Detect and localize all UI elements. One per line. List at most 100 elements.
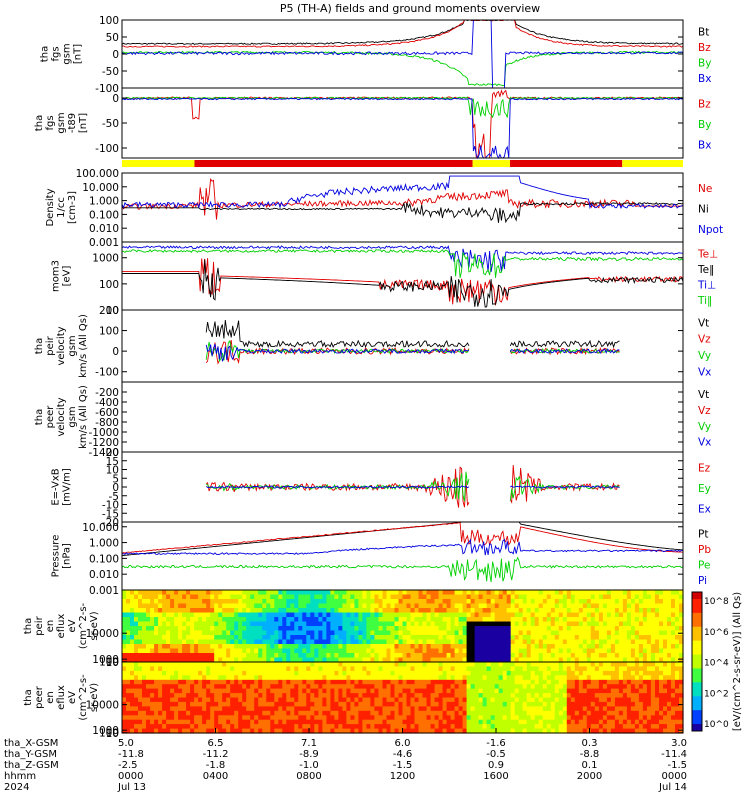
heatmap-cell xyxy=(442,594,448,600)
legend-Vt: Vt xyxy=(698,389,709,401)
heatmap-cell xyxy=(338,666,343,672)
heatmap-cell xyxy=(462,644,468,650)
heatmap-cell xyxy=(362,626,367,632)
heatmap-cell xyxy=(622,603,628,609)
heatmap-cell xyxy=(314,608,319,614)
heatmap-cell xyxy=(646,684,652,690)
heatmap-cell xyxy=(550,701,556,707)
heatmap-cell xyxy=(302,630,307,636)
heatmap-cell xyxy=(310,626,315,632)
x-row-value: -4.6 xyxy=(393,749,413,760)
heatmap-cell xyxy=(550,666,556,672)
heatmap-cell xyxy=(594,666,600,672)
heatmap-cell xyxy=(402,657,408,663)
heatmap-cell xyxy=(506,590,512,596)
heatmap-cell xyxy=(142,644,147,650)
heatmap-cell xyxy=(426,670,432,676)
heatmap-cell xyxy=(258,724,263,730)
heatmap-cell xyxy=(134,662,139,667)
heatmap-cell xyxy=(634,653,640,659)
heatmap-cell xyxy=(310,603,315,609)
heatmap-cell xyxy=(671,599,676,605)
heatmap-cell xyxy=(646,630,652,636)
heatmap-cell xyxy=(418,701,424,707)
heatmap-cell xyxy=(518,710,524,716)
heatmap-cell xyxy=(214,594,219,600)
heatmap-cell xyxy=(494,684,500,690)
heatmap-cell xyxy=(646,617,652,623)
heatmap-cell xyxy=(474,684,480,690)
heatmap-cell xyxy=(122,715,127,721)
series-p1-Bx xyxy=(121,19,684,89)
heatmap-cell xyxy=(558,715,564,721)
heatmap-cell xyxy=(470,710,476,716)
heatmap-cell xyxy=(138,639,143,645)
heatmap-cell xyxy=(675,697,680,703)
heatmap-cell xyxy=(414,612,420,618)
y-tick-label: 10.000 xyxy=(82,182,119,194)
heatmap-cell xyxy=(186,719,191,725)
heatmap-cell xyxy=(458,626,464,632)
heatmap-cell xyxy=(226,679,231,685)
heatmap-cell xyxy=(246,635,251,641)
heatmap-cell xyxy=(578,608,584,614)
heatmap-cell xyxy=(679,657,684,663)
heatmap-cell xyxy=(418,590,424,596)
heatmap-cell xyxy=(638,612,644,618)
heatmap-cell xyxy=(394,635,400,641)
heatmap-cell xyxy=(534,630,540,636)
heatmap-cell xyxy=(222,684,227,690)
heatmap-cell xyxy=(234,724,239,730)
legend-Pb: Pb xyxy=(698,544,711,556)
heatmap-cell xyxy=(526,617,532,623)
heatmap-cell xyxy=(434,612,440,618)
heatmap-cell xyxy=(578,719,584,725)
heatmap-cell xyxy=(182,701,187,707)
heatmap-cell xyxy=(586,710,592,716)
heatmap-cell xyxy=(382,608,388,614)
heatmap-cell xyxy=(574,719,580,725)
heatmap-cell xyxy=(358,670,363,676)
heatmap-cell xyxy=(262,719,267,725)
heatmap-cell xyxy=(534,662,540,667)
heatmap-cell xyxy=(606,653,612,659)
heatmap-cell xyxy=(667,670,672,676)
heatmap-cell xyxy=(242,662,247,667)
heatmap-cell xyxy=(458,715,464,721)
heatmap-cell xyxy=(206,657,211,663)
heatmap-cell xyxy=(294,635,299,641)
heatmap-cell xyxy=(586,693,592,699)
heatmap-cell xyxy=(218,599,223,605)
heatmap-cell xyxy=(282,666,287,672)
heatmap-cell xyxy=(646,697,652,703)
heatmap-cell xyxy=(574,724,580,730)
heatmap-cell xyxy=(655,684,660,690)
heatmap-cell xyxy=(174,590,179,596)
heatmap-cell xyxy=(638,662,644,667)
heatmap-cell xyxy=(366,728,371,734)
heatmap-cell xyxy=(675,599,680,605)
heatmap-cell xyxy=(170,666,175,672)
heatmap-cell xyxy=(142,630,147,636)
heatmap-cell xyxy=(170,706,175,712)
heatmap-cell xyxy=(346,715,351,721)
heatmap-cell xyxy=(242,653,247,659)
heatmap-cell xyxy=(298,728,303,734)
heatmap-cell xyxy=(655,594,660,600)
heatmap-cell xyxy=(330,621,335,627)
y-tick-label: 100 xyxy=(99,279,119,291)
heatmap-cell xyxy=(426,724,432,730)
heatmap-cell xyxy=(602,728,608,734)
heatmap-cell xyxy=(638,617,644,623)
heatmap-cell xyxy=(258,666,263,672)
heatmap-cell xyxy=(374,719,379,725)
heatmap-cell xyxy=(178,648,183,654)
heatmap-cell xyxy=(671,724,676,730)
heatmap-cell xyxy=(570,697,576,703)
heatmap-cell xyxy=(198,710,203,716)
heatmap-cell xyxy=(298,657,303,663)
heatmap-cell xyxy=(190,644,195,650)
heatmap-cell xyxy=(186,710,191,716)
colorbar-cell xyxy=(692,678,702,683)
heatmap-cell xyxy=(326,648,331,654)
